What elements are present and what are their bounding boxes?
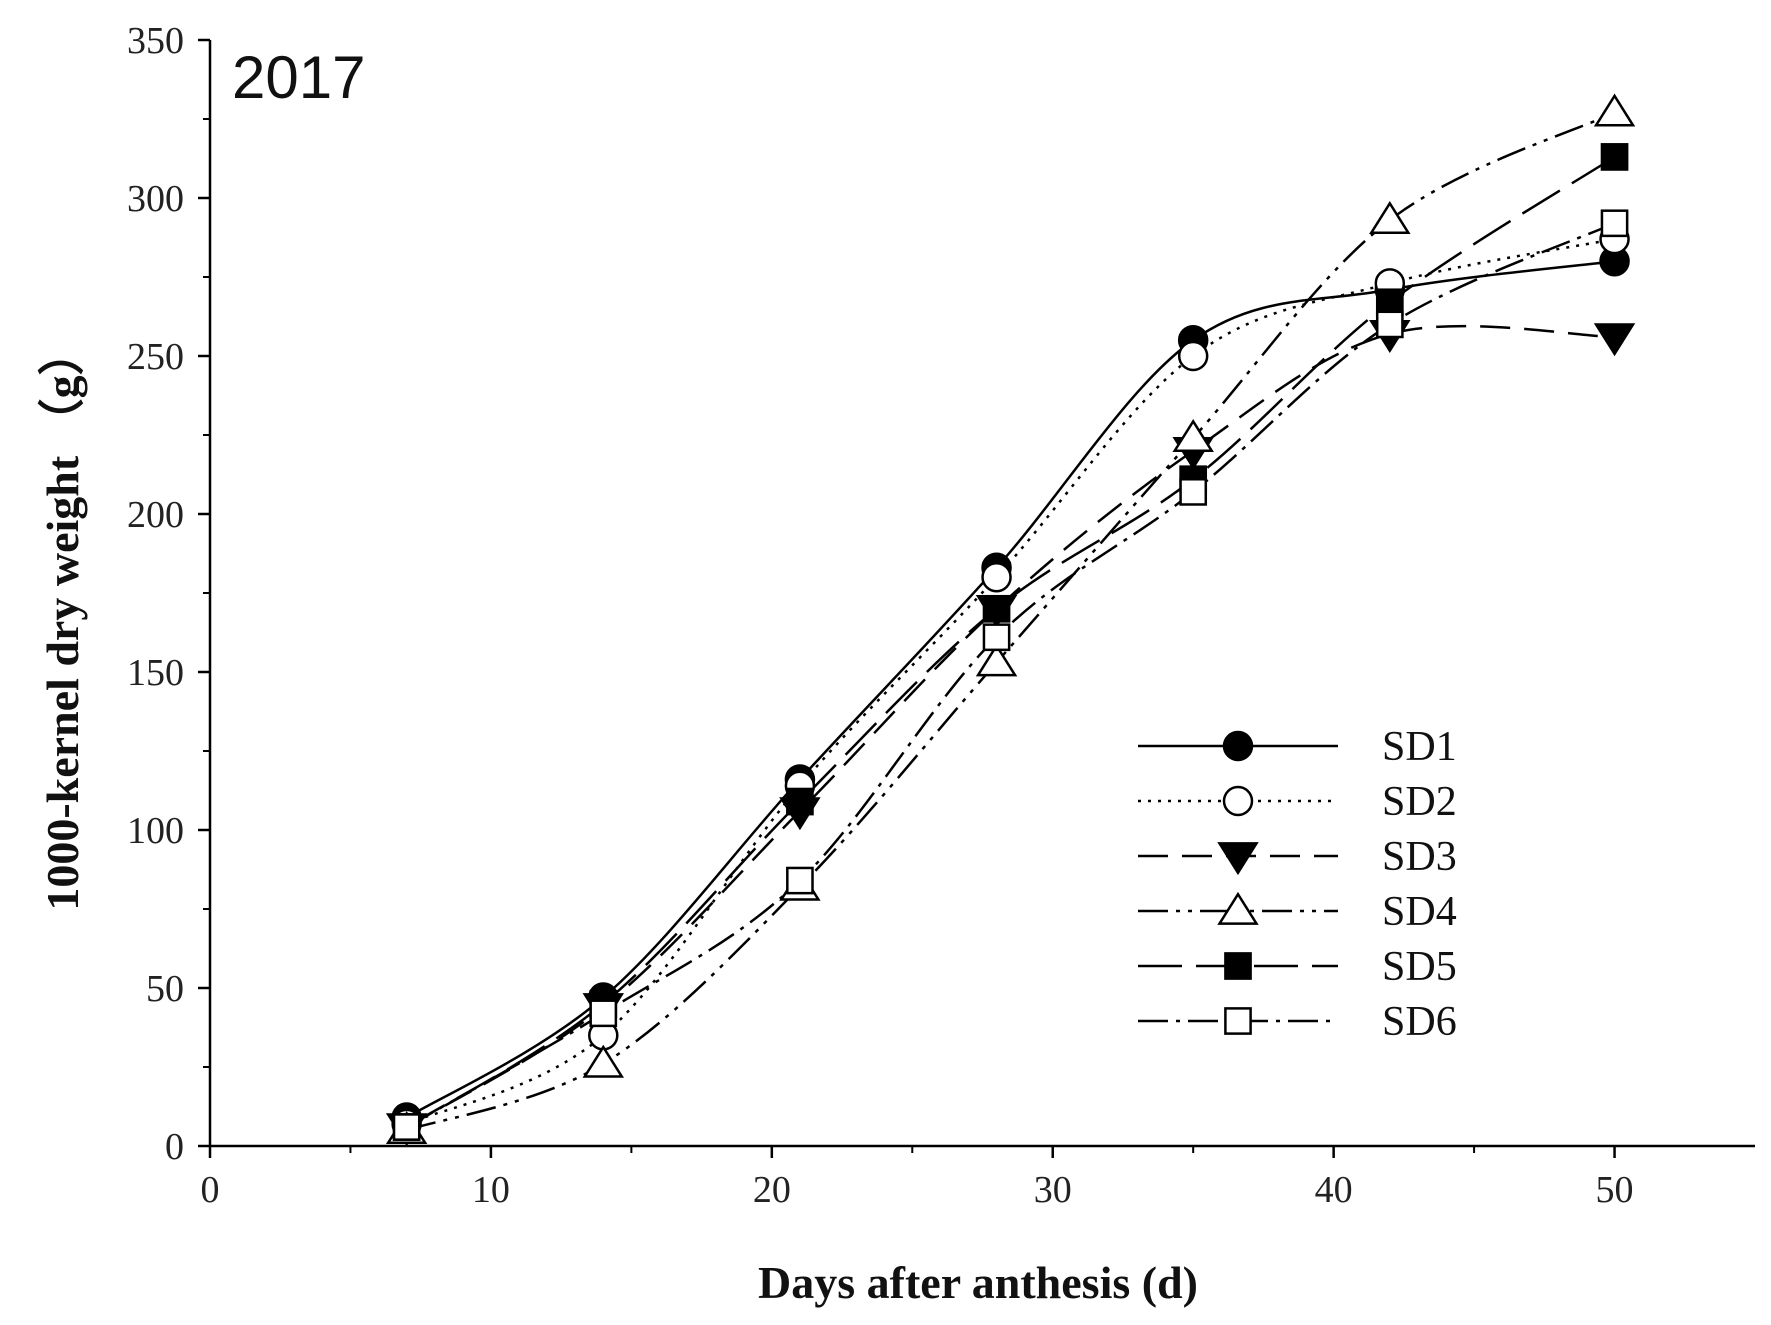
data-point-sd2 bbox=[1177, 340, 1209, 372]
x-tick-label: 0 bbox=[201, 1169, 220, 1211]
y-tick-label: 200 bbox=[127, 494, 184, 536]
series-line-sd2 bbox=[406, 237, 1615, 1126]
series-markers bbox=[385, 93, 1636, 1147]
y-tick-label: 300 bbox=[127, 178, 184, 220]
y-axis-title: 1000-kernel dry weight （g） bbox=[37, 329, 88, 910]
x-axis-title: Days after anthesis (d) bbox=[758, 1257, 1198, 1308]
legend-marker-sd1 bbox=[1222, 730, 1254, 762]
data-point-sd6 bbox=[786, 866, 814, 895]
x-tick-label: 20 bbox=[753, 1169, 791, 1211]
data-point-sd5 bbox=[1600, 143, 1629, 171]
legend-label-sd3: SD3 bbox=[1382, 834, 1457, 880]
data-point-sd4 bbox=[1369, 200, 1411, 234]
y-tick-label: 350 bbox=[127, 20, 184, 62]
data-point-sd5 bbox=[982, 594, 1011, 623]
legend-marker-sd5 bbox=[1224, 952, 1252, 980]
data-point-sd3 bbox=[1593, 323, 1636, 357]
legend: SD1 SD2 SD3 SD4 SD5 SD6 bbox=[1138, 724, 1457, 1045]
legend-marker-sd3 bbox=[1217, 842, 1259, 876]
legend-marker-sd6 bbox=[1224, 1007, 1252, 1035]
legend-label-sd5: SD5 bbox=[1382, 944, 1457, 990]
data-point-sd4 bbox=[1593, 93, 1636, 127]
y-tick-label: 250 bbox=[127, 336, 184, 378]
axes: 0 10 20 30 40 50 0 50 100 150 200 250 300 350 bbox=[127, 20, 1755, 1211]
data-point-sd6 bbox=[392, 1113, 421, 1141]
legend-label-sd4: SD4 bbox=[1382, 889, 1457, 935]
data-point-sd4 bbox=[1172, 419, 1214, 453]
legend-label-sd6: SD6 bbox=[1382, 999, 1457, 1045]
legend-label-sd2: SD2 bbox=[1382, 779, 1457, 825]
data-point-sd4 bbox=[582, 1044, 625, 1078]
x-tick-label: 30 bbox=[1034, 1169, 1072, 1211]
y-tick-label: 0 bbox=[165, 1126, 184, 1168]
data-point-sd6 bbox=[982, 623, 1011, 652]
x-tick-label: 50 bbox=[1596, 1169, 1634, 1211]
data-point-sd5 bbox=[786, 787, 814, 816]
y-tick-label: 150 bbox=[127, 652, 184, 694]
legend-marker-sd2 bbox=[1222, 785, 1254, 817]
y-tick-label: 100 bbox=[127, 810, 184, 852]
data-point-sd4 bbox=[975, 643, 1018, 677]
data-point-sd6 bbox=[589, 999, 618, 1028]
y-ticks: 0 50 100 150 200 250 300 350 bbox=[127, 20, 210, 1168]
data-point-sd2 bbox=[981, 561, 1012, 593]
data-point-sd6 bbox=[1179, 478, 1208, 506]
legend-marker-sd4 bbox=[1217, 891, 1259, 925]
data-point-sd6 bbox=[1600, 209, 1629, 238]
x-tick-label: 10 bbox=[472, 1169, 510, 1211]
panel-label: 2017 bbox=[232, 44, 365, 111]
y-tick-label: 50 bbox=[146, 968, 184, 1010]
data-point-sd6 bbox=[1375, 310, 1404, 339]
x-ticks: 0 10 20 30 40 50 bbox=[201, 1146, 1634, 1211]
x-tick-label: 40 bbox=[1315, 1169, 1353, 1211]
legend-label-sd1: SD1 bbox=[1382, 724, 1457, 770]
